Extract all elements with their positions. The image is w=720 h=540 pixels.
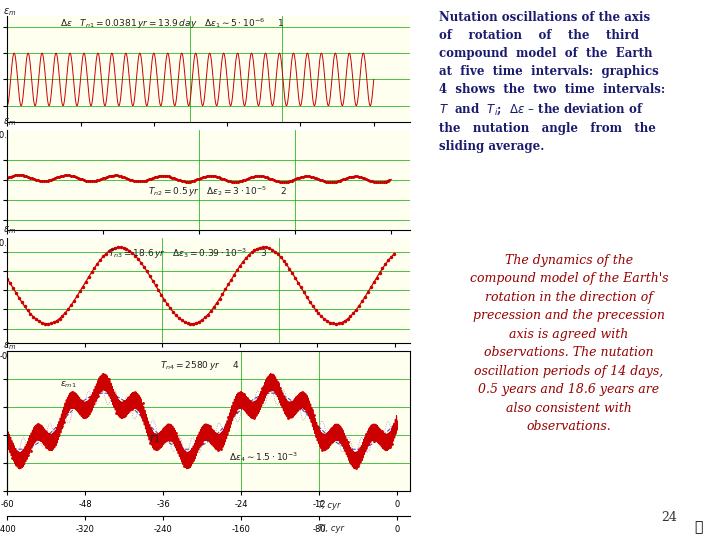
Text: T, cyr: T, cyr: [338, 138, 362, 147]
Text: Nutation oscillations of the axis
of    rotation    of    the    third
compound : Nutation oscillations of the axis of rot…: [439, 11, 665, 153]
Text: 24: 24: [661, 511, 677, 524]
Text: T, cyr: T, cyr: [338, 245, 362, 253]
Text: $\varepsilon_m$: $\varepsilon_m$: [3, 224, 17, 236]
Text: $T_{n3}=18.6\,yr\quad\Delta\varepsilon_3=0.39\cdot10^{-3}$     $3$: $T_{n3}=18.6\,yr\quad\Delta\varepsilon_3…: [108, 246, 267, 261]
Text: T, cyr: T, cyr: [318, 501, 340, 510]
Text: $T1$: $T1$: [148, 433, 161, 444]
Text: $\Delta\varepsilon$   $T_{n1}=0.0381\,yr=13.9\,day$   $\Delta\varepsilon_1\sim5\: $\Delta\varepsilon$ $T_{n1}=0.0381\,yr=1…: [60, 16, 284, 31]
Text: $\varepsilon_m$: $\varepsilon_m$: [3, 117, 17, 129]
Text: $T_{n4}=2580\,yr$     $4$: $T_{n4}=2580\,yr$ $4$: [161, 359, 240, 372]
Text: $\varepsilon_m$: $\varepsilon_m$: [3, 6, 17, 18]
Text: $\Delta\varepsilon_4\sim1.5\cdot10^{-3}$: $\Delta\varepsilon_4\sim1.5\cdot10^{-3}$: [229, 450, 298, 464]
Text: T, cyr: T, cyr: [338, 354, 362, 363]
Text: $T_{n2}=0.5\,yr\quad\Delta\varepsilon_2=3\cdot10^{-5}$     $2$: $T_{n2}=0.5\,yr\quad\Delta\varepsilon_2=…: [148, 184, 287, 199]
Text: $\varepsilon_m$: $\varepsilon_m$: [3, 340, 17, 352]
Text: 🔊: 🔊: [694, 521, 703, 535]
Text: $\varepsilon_{m1}$: $\varepsilon_{m1}$: [60, 379, 76, 389]
Text: The dynamics of the
compound model of the Earth's
rotation in the direction of
p: The dynamics of the compound model of th…: [469, 254, 668, 433]
Text: TI, cyr: TI, cyr: [318, 524, 343, 533]
